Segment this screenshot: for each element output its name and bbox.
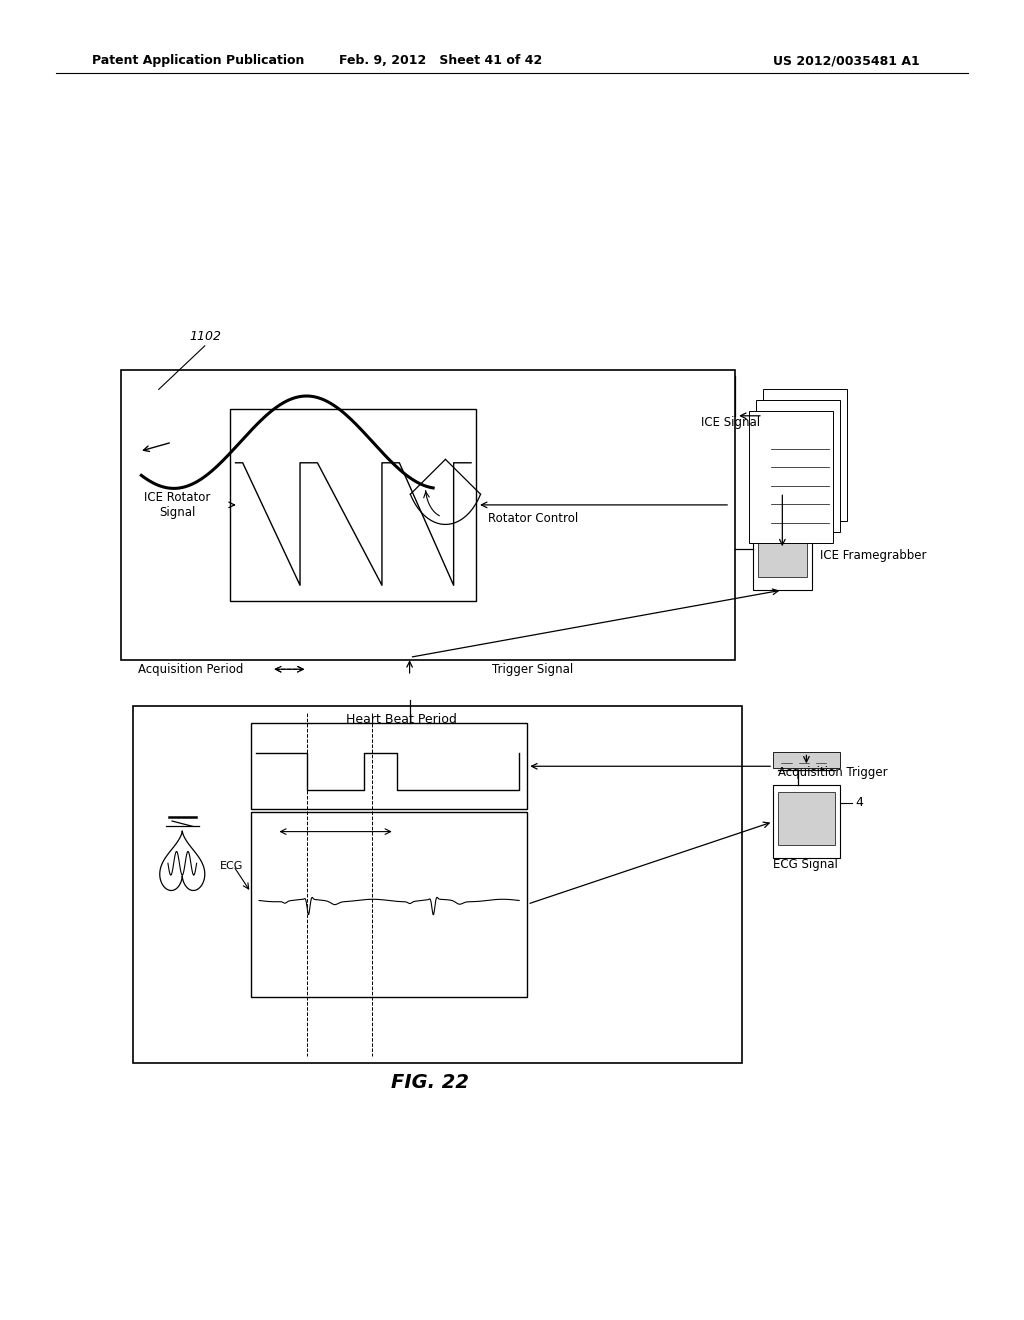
Bar	[773, 752, 840, 768]
Bar	[763, 389, 847, 521]
Text: 1102: 1102	[189, 330, 221, 343]
Text: ICE Framegrabber: ICE Framegrabber	[820, 549, 927, 562]
Text: 4: 4	[855, 796, 863, 809]
Bar	[773, 785, 840, 858]
Text: ICE Rotator
Signal: ICE Rotator Signal	[144, 491, 210, 519]
Bar	[758, 528, 807, 577]
Bar	[778, 792, 835, 845]
Bar	[251, 812, 527, 997]
Bar	[230, 409, 476, 601]
Bar	[121, 370, 735, 660]
Text: Heart Beat Period: Heart Beat Period	[346, 713, 457, 726]
Bar	[749, 411, 833, 543]
Text: Feb. 9, 2012   Sheet 41 of 42: Feb. 9, 2012 Sheet 41 of 42	[339, 54, 542, 67]
Text: Patent Application Publication: Patent Application Publication	[92, 54, 304, 67]
Bar	[753, 521, 812, 590]
Text: Acquisition Trigger: Acquisition Trigger	[778, 767, 888, 779]
Text: Rotator Control: Rotator Control	[488, 512, 579, 524]
Text: US 2012/0035481 A1: US 2012/0035481 A1	[773, 54, 920, 67]
Text: FIG. 22: FIG. 22	[391, 1073, 469, 1092]
Bar	[133, 706, 742, 1063]
Text: ICE Signal: ICE Signal	[701, 416, 761, 429]
Text: ECG Signal: ECG Signal	[773, 858, 838, 871]
Text: ECG: ECG	[220, 861, 244, 871]
Text: Acquisition Period: Acquisition Period	[138, 663, 244, 676]
Bar	[753, 492, 812, 507]
Bar	[251, 723, 527, 809]
Text: Trigger Signal: Trigger Signal	[492, 663, 572, 676]
Bar	[756, 400, 840, 532]
